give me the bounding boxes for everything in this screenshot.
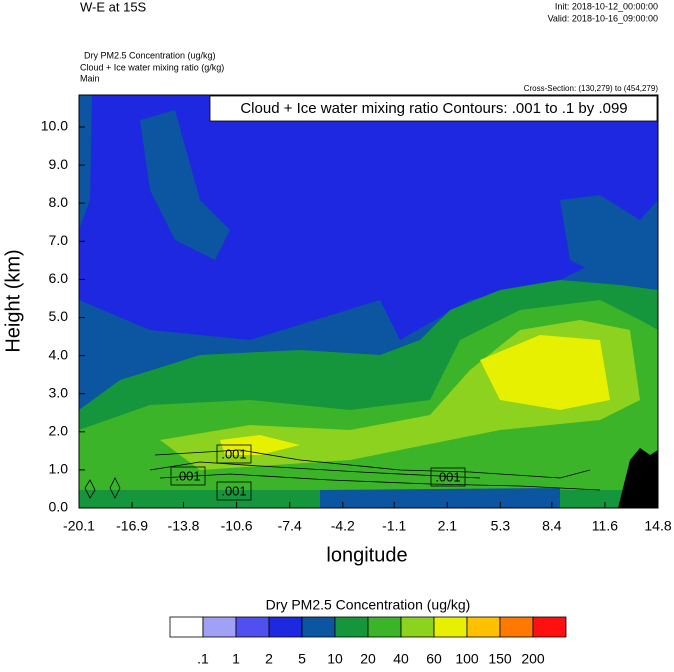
- x-tick-label: -4.2: [331, 518, 355, 534]
- colorbar-box: [466, 616, 501, 638]
- x-tick-label: -7.4: [278, 518, 302, 534]
- plot-area: .001 .001 .001 .001: [79, 95, 658, 508]
- x-tick-label: 8.4: [542, 518, 562, 534]
- colorbar-box: [532, 616, 567, 638]
- colorbar-box: [334, 616, 369, 638]
- colorbar-label: 10: [327, 651, 343, 667]
- contour-label: .001: [435, 469, 460, 484]
- colorbar: .1 1 2 5 10 20 40 60 100 150 200: [169, 616, 567, 667]
- colorbar-box: [499, 616, 534, 638]
- info-box: [209, 95, 658, 122]
- colorbar-box: [268, 616, 303, 638]
- x-tick-label: 2.1: [438, 518, 458, 534]
- contour-label-box: [216, 444, 252, 464]
- y-tick-label: 5.0: [49, 308, 69, 324]
- contour-line: [159, 473, 601, 491]
- x-tick-label: -10.6: [221, 518, 253, 534]
- x-tick-label: -13.8: [168, 518, 200, 534]
- contour-label-box: [170, 466, 206, 486]
- concentration-region: [320, 488, 560, 508]
- y-tick-label: 9.0: [49, 156, 69, 172]
- colorbar-box: [202, 616, 237, 638]
- colorbar-label: 150: [488, 651, 512, 667]
- contour-line: [84, 479, 96, 499]
- contour-line: [109, 477, 121, 499]
- contour-label-box: [216, 481, 252, 501]
- contour-label-box: [430, 467, 466, 487]
- concentration-region: [79, 95, 92, 230]
- contour-line: [154, 449, 591, 479]
- field-label: Main: [80, 73, 100, 83]
- y-tick-label: 10.0: [41, 118, 68, 134]
- plot-frame: [78, 94, 659, 509]
- y-tick-label: 4.0: [49, 346, 69, 362]
- contour-info: Cloud + Ice water mixing ratio Contours:…: [240, 100, 627, 117]
- colorbar-label: 2: [265, 651, 273, 667]
- terrain: [618, 448, 658, 508]
- colorbar-box: [400, 616, 435, 638]
- colorbar-box: [433, 616, 468, 638]
- cross-section: Cross-Section: (130,279) to (454,279): [524, 84, 659, 93]
- contour-label: .001: [221, 446, 246, 461]
- colorbar-box: [301, 616, 336, 638]
- y-tick-label: 7.0: [49, 232, 69, 248]
- colorbar-label: 200: [521, 651, 545, 667]
- x-tick-label: 5.3: [491, 518, 511, 534]
- contour-label: .001: [221, 483, 246, 498]
- valid-time: Valid: 2018-10-16_09:00:00: [548, 13, 658, 23]
- x-tick-label: 11.6: [592, 518, 618, 534]
- y-axis-label: Height (km): [2, 249, 24, 352]
- field-label: Dry PM2.5 Concentration (ug/kg): [84, 50, 216, 60]
- chart-title: W-E at 15S: [80, 0, 147, 14]
- colorbar-label: 40: [393, 651, 409, 667]
- x-tick-label: -1.1: [382, 518, 406, 534]
- colorbar-label: 60: [426, 651, 442, 667]
- colorbar-box: [169, 616, 204, 638]
- x-tick-label: -16.9: [116, 518, 148, 534]
- x-tick-label: 14.8: [644, 518, 671, 534]
- colorbar-label: 5: [298, 651, 306, 667]
- contour-label: .001: [175, 468, 200, 483]
- y-tick-label: 3.0: [49, 384, 69, 400]
- y-tick-label: 1.0: [49, 461, 69, 477]
- y-tick-label: 2.0: [49, 423, 69, 439]
- y-tick-label: 0.0: [49, 499, 69, 515]
- x-tick-label: -20.1: [63, 518, 95, 534]
- field-label: Cloud + Ice water mixing ratio (g/kg): [80, 62, 224, 72]
- colorbar-label: 100: [455, 651, 479, 667]
- colorbar-label: .1: [197, 651, 209, 667]
- colorbar-label: 1: [232, 651, 240, 667]
- concentration-region: [140, 110, 230, 260]
- colorbar-box: [367, 616, 402, 638]
- concentration-region: [480, 335, 610, 410]
- y-tick-label: 8.0: [49, 194, 69, 210]
- colorbar-box: [235, 616, 270, 638]
- colorbar-title: Dry PM2.5 Concentration (ug/kg): [266, 597, 471, 613]
- contour-line: [149, 461, 481, 479]
- init-time: Init: 2018-10-12_00:00:00: [555, 1, 658, 11]
- y-tick-label: 6.0: [49, 270, 69, 286]
- colorbar-label: 20: [360, 651, 376, 667]
- x-axis-label: longitude: [326, 544, 407, 566]
